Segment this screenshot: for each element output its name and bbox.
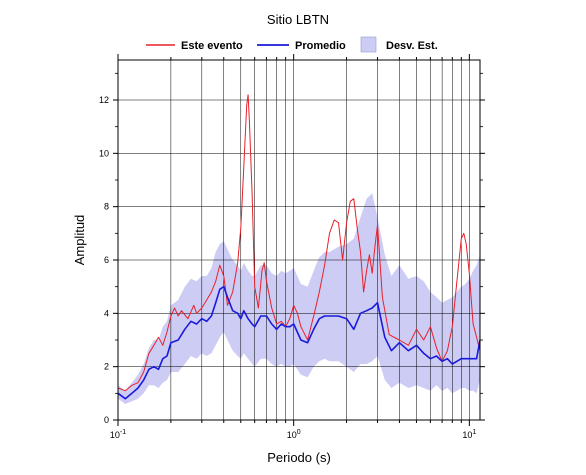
y-tick-label: 0 [104, 415, 109, 425]
x-tick-label: 10-1 [110, 429, 126, 440]
series-lines-layer [117, 94, 481, 400]
y-tick-label: 10 [99, 148, 109, 158]
y-tick-label: 12 [99, 95, 109, 105]
legend-swatch-desv-est [360, 36, 377, 53]
legend-label-promedio: Promedio [295, 40, 346, 52]
legend: Este evento Promedio Desv. Est. [146, 36, 438, 53]
x-axis-label: Periodo (s) [267, 450, 331, 465]
tick-layer: 0 2 4 6 8 10 12 10-1 100 101 [99, 54, 485, 440]
y-tick-label: 4 [104, 308, 109, 318]
y-tick-label: 8 [104, 202, 109, 212]
plot-frame [117, 59, 481, 421]
legend-label-desv-est: Desv. Est. [386, 40, 438, 52]
y-tick-label: 6 [104, 255, 109, 265]
chart-title: Sitio LBTN [267, 12, 329, 27]
y-axis-label: Amplitud [72, 215, 87, 266]
y-tick-label: 2 [104, 362, 109, 372]
std-band-area [118, 193, 480, 404]
series-line-promedio [117, 285, 481, 400]
x-tick-label: 100 [287, 429, 301, 440]
series-line-este-evento [117, 94, 481, 392]
std-band-layer [118, 193, 480, 404]
x-tick-label: 101 [462, 429, 476, 440]
legend-label-este-evento: Este evento [181, 40, 243, 52]
